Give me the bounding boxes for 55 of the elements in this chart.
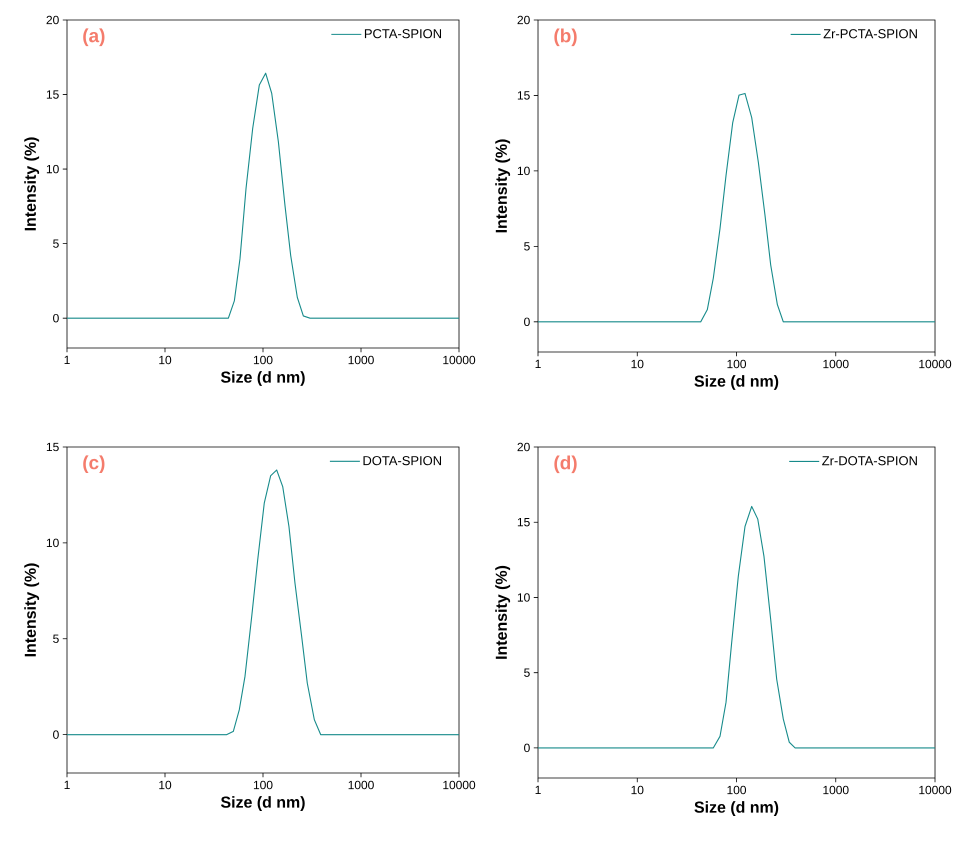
y-tick-label: 0 [53, 314, 59, 322]
x-axis-title: Size (d nm) [220, 796, 305, 811]
y-tick-label: 15 [518, 518, 530, 526]
annotation: (b) [554, 28, 577, 46]
x-tick-label: 10000 [919, 360, 952, 368]
y-tick-label: 5 [524, 668, 530, 677]
x-tick-label: 10 [632, 786, 644, 794]
y-tick-label: 15 [46, 442, 59, 452]
y-tick-label: 5 [53, 634, 59, 643]
y-axis-title: Intensity (%) [24, 137, 40, 230]
y-tick-label: 5 [53, 239, 59, 248]
x-tick-label: 1000 [348, 780, 374, 790]
x-tick-label: 1 [536, 786, 541, 794]
legend-label: Zr-DOTA-SPION [822, 456, 917, 466]
legend-label: PCTA-SPION [364, 29, 442, 38]
x-tick-label: 10000 [443, 780, 476, 790]
y-tick-label: 0 [524, 744, 530, 752]
x-tick-label: 100 [727, 786, 746, 794]
annotation: (a) [83, 28, 104, 46]
x-tick-label: 1 [64, 780, 70, 789]
y-tick-label: 10 [518, 593, 530, 602]
x-tick-label: 1000 [823, 786, 849, 794]
y-tick-label: 0 [524, 318, 530, 326]
y-tick-label: 15 [518, 91, 530, 100]
y-tick-label: 20 [518, 442, 530, 452]
annotation: (c) [83, 455, 104, 474]
legend-label: DOTA-SPION [363, 456, 442, 466]
x-tick-label: 100 [254, 780, 273, 790]
annotation: (d) [554, 455, 577, 474]
y-tick-label: 20 [46, 16, 59, 24]
y-tick-label: 10 [518, 166, 530, 176]
x-tick-label: 10 [632, 360, 644, 368]
y-tick-label: 10 [46, 538, 59, 548]
y-axis-title: Intensity (%) [495, 566, 510, 659]
x-tick-label: 1 [536, 360, 541, 368]
x-tick-label: 1000 [348, 356, 374, 364]
y-tick-label: 20 [518, 16, 530, 24]
x-axis-title: Size (d nm) [694, 801, 778, 816]
y-tick-label: 5 [524, 242, 530, 251]
x-axis-title: Size (d nm) [694, 375, 778, 390]
x-tick-label: 1000 [823, 360, 849, 368]
x-tick-label: 10 [159, 356, 172, 364]
x-tick-label: 100 [254, 356, 273, 364]
x-tick-label: 10000 [919, 786, 952, 794]
x-axis-title: Size (d nm) [220, 371, 305, 386]
x-tick-label: 1 [64, 356, 70, 364]
x-tick-label: 10000 [443, 356, 476, 364]
x-tick-label: 100 [727, 360, 746, 368]
y-axis-title: Intensity (%) [24, 563, 40, 656]
y-axis-title: Intensity (%) [495, 139, 510, 232]
x-tick-label: 10 [159, 780, 172, 790]
legend-label: Zr-PCTA-SPION [824, 29, 917, 38]
y-tick-label: 15 [46, 90, 59, 99]
y-tick-label: 10 [46, 164, 59, 174]
y-tick-label: 0 [53, 730, 59, 739]
